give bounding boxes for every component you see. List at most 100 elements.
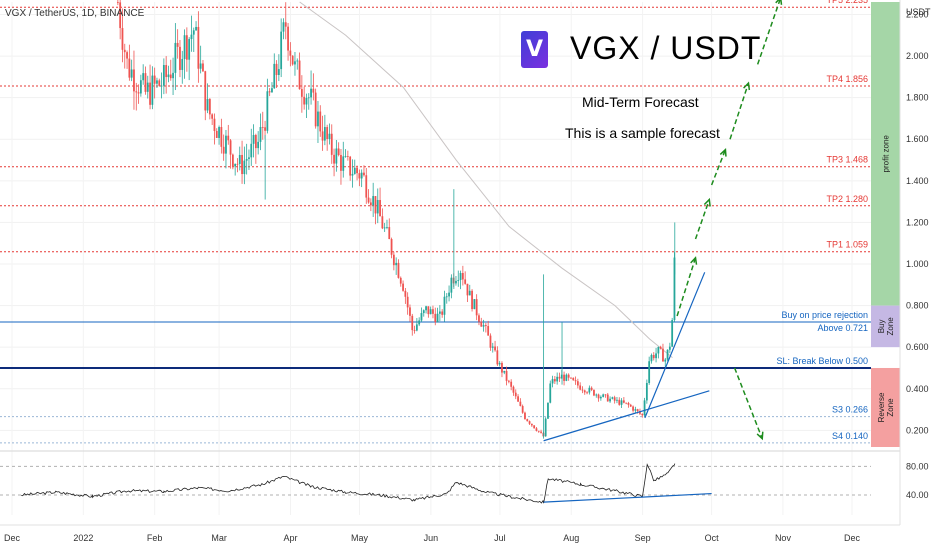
candle-body-13 [146, 82, 149, 92]
candle-body-102 [351, 173, 354, 176]
candle-body-174 [517, 396, 519, 402]
candle-body-214 [609, 398, 611, 402]
forecast-arrow-head-5 [756, 431, 764, 441]
candle-body-20 [162, 65, 165, 86]
candle-body-68 [273, 63, 276, 89]
candle-body-166 [498, 362, 501, 365]
candle-body-76 [291, 55, 294, 65]
candle-body-27 [179, 46, 181, 70]
candle-body-61 [257, 141, 260, 149]
candle-body-128 [411, 315, 414, 331]
candle-body-132 [420, 313, 423, 321]
level-label2-5: Above 0.721 [817, 323, 868, 333]
candle-body-202 [581, 389, 584, 391]
candle-body-5 [128, 58, 131, 78]
candle-body-187 [547, 402, 549, 419]
candle-body-118 [388, 227, 391, 240]
candle-body-45 [220, 127, 223, 147]
candle-body-168 [503, 370, 506, 373]
candle-body-51 [234, 163, 237, 167]
candle-body-55 [243, 160, 246, 175]
candle-body-79 [298, 60, 301, 90]
osc-trendline [543, 492, 712, 503]
candle-body-36 [199, 63, 202, 69]
x-tick-label-12: Dec [844, 533, 861, 543]
candle-body-224 [632, 406, 634, 411]
candle-body-242 [673, 257, 676, 321]
candle-body-205 [588, 387, 591, 393]
candle-body-14 [149, 82, 151, 105]
candle-body-238 [664, 359, 667, 362]
candle-body-147 [455, 280, 457, 284]
candle-body-141 [441, 311, 444, 315]
candle-body-171 [510, 381, 513, 387]
zone-1 [871, 305, 900, 348]
trendlines [543, 272, 710, 442]
candle-body-176 [521, 406, 524, 413]
osc-tick-label-0: 80.00 [906, 461, 929, 471]
candle-body-78 [296, 60, 299, 62]
forecast-arrow-line-4 [756, 0, 781, 65]
candle-body-33 [192, 30, 195, 35]
candle-body-149 [459, 273, 462, 280]
candle-body-201 [579, 385, 582, 390]
candle-body-44 [218, 127, 220, 138]
candle-body-181 [533, 425, 536, 429]
candle-body-66 [268, 91, 271, 93]
candle-body-225 [634, 409, 637, 411]
time-axis[interactable]: Dec 2022 Feb Mar Apr May Jun Jul Aug Sep Oct Nov Dec [0, 524, 900, 543]
candle-body-53 [238, 154, 241, 164]
candle-body-161 [487, 326, 490, 336]
candle-body-72 [282, 22, 285, 32]
forecast-arrows [676, 0, 783, 441]
candle-body-30 [185, 35, 188, 60]
candle-body-237 [662, 348, 664, 362]
candle-body-179 [528, 421, 531, 424]
candle-body-26 [176, 42, 179, 47]
candle-body-60 [254, 134, 257, 149]
zone-label-2-0: Reverse [877, 392, 886, 422]
candle-body-221 [625, 402, 628, 404]
candle-body-191 [556, 376, 559, 382]
candle-body-223 [629, 404, 632, 407]
symbol-label[interactable]: VGX / TetherUS, 1D, BINANCE [5, 8, 145, 19]
candle-series [116, 0, 676, 439]
candle-body-71 [280, 31, 283, 70]
candle-body-0 [116, 2, 119, 3]
candle-body-122 [397, 262, 400, 278]
candle-body-233 [652, 354, 655, 359]
candle-body-152 [466, 283, 469, 296]
candle-body-42 [213, 118, 216, 131]
candle-body-208 [595, 394, 598, 396]
overlay-note: This is a sample forecast [565, 125, 720, 141]
candle-body-59 [252, 134, 255, 144]
candle-body-210 [599, 396, 602, 399]
candle-body-240 [668, 346, 671, 350]
candle-body-115 [381, 216, 384, 229]
level-label-0: TP5 2.235 [826, 0, 868, 5]
candle-body-157 [478, 315, 480, 322]
candle-body-129 [413, 330, 416, 331]
candle-body-145 [450, 277, 453, 293]
zone-label-2-1: Zone [886, 398, 895, 417]
x-tick-label-7: Jul [494, 533, 506, 543]
candle-body-89 [321, 131, 324, 141]
candle-body-218 [618, 399, 621, 405]
osc-line [21, 463, 676, 504]
overlay-subtitle: Mid-Term Forecast [582, 94, 699, 110]
candle-body-83 [307, 97, 310, 99]
forecast-arrow-line-1 [694, 199, 711, 240]
candle-body-48 [227, 135, 230, 141]
candle-body-15 [151, 75, 154, 105]
candle-body-156 [475, 299, 478, 316]
vgx-logo-icon: V [521, 31, 548, 68]
candle-body-148 [457, 279, 460, 281]
candle-body-46 [222, 146, 225, 154]
y-tick-label-0: 2.200 [906, 9, 929, 19]
candle-body-143 [445, 296, 448, 298]
candle-body-159 [482, 325, 485, 327]
candle-body-67 [271, 88, 273, 93]
